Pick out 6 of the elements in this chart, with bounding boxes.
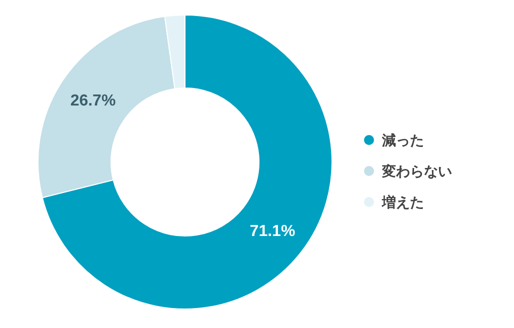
legend-label: 減った	[381, 132, 424, 149]
data-label: 26.7%	[70, 92, 116, 110]
legend-label: 増えた	[381, 194, 424, 211]
legend-label: 変わらない	[381, 162, 452, 180]
data-label: 71.1%	[250, 222, 296, 240]
donut-slice	[42, 14, 332, 310]
